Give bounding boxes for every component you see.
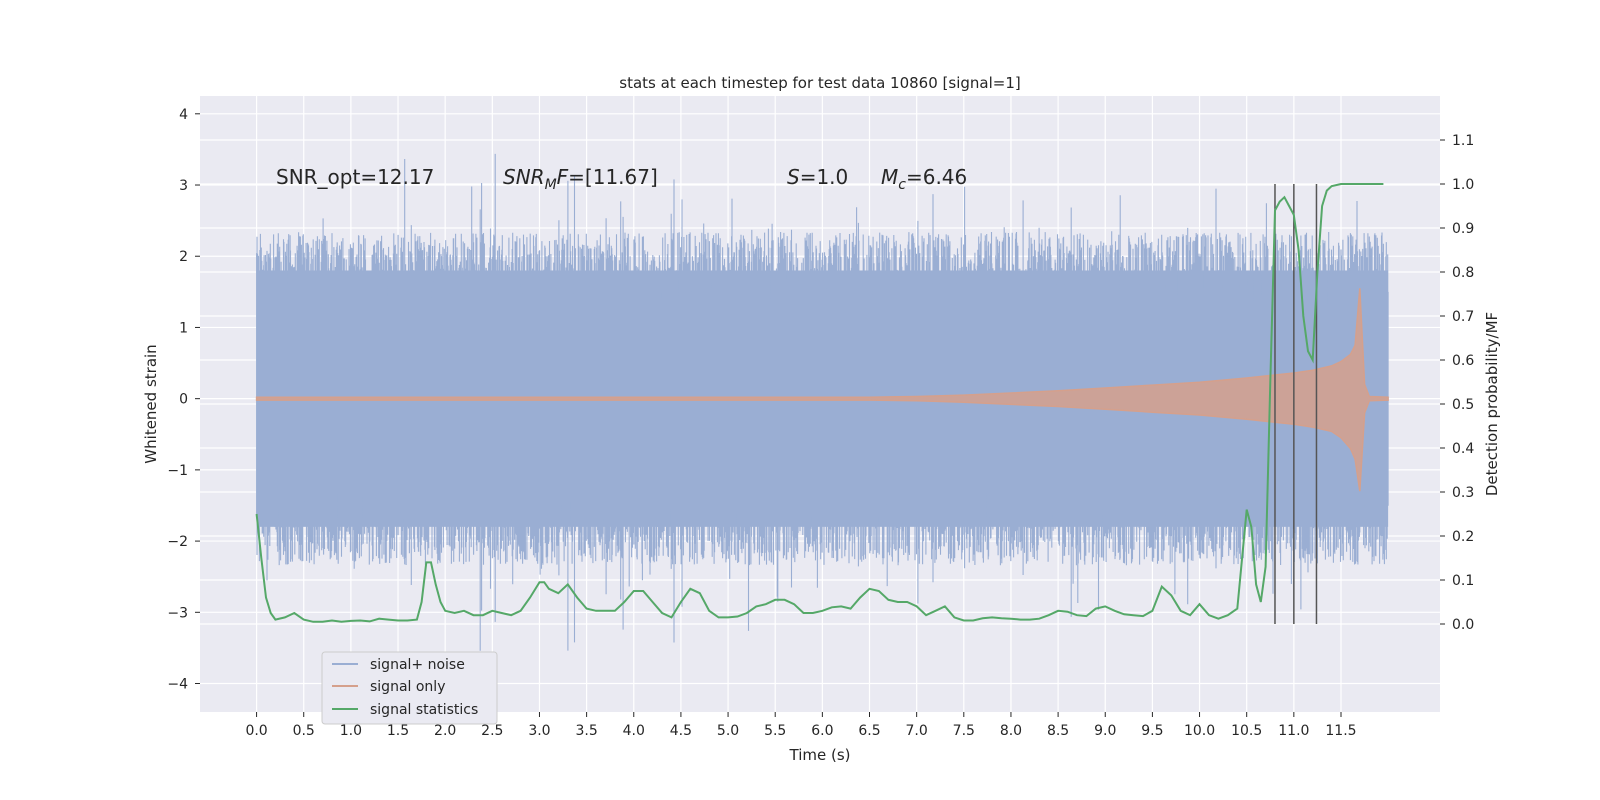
x-tick-label-16: 8.0 bbox=[1000, 723, 1022, 739]
legend-box bbox=[321, 651, 498, 725]
legend-label-stats: signal statistics bbox=[370, 702, 478, 718]
y-tick-label-2: −2 bbox=[167, 534, 188, 550]
x-axis: 0.0 0.5 1.0 1.5 2.0 2.5 3.0 3.5 4.0 4.5 5.0 5.5 6.0 6… bbox=[245, 712, 1357, 739]
x-tick-label-11: 5.5 bbox=[764, 723, 786, 739]
mc-subscript: c bbox=[898, 177, 906, 193]
x-tick-label-23: 11.5 bbox=[1325, 723, 1356, 739]
signal-series bbox=[255, 288, 1389, 492]
y-tick-label-5: 1 bbox=[179, 320, 188, 336]
y2-tick-label-1: 0.1 bbox=[1452, 573, 1474, 589]
x-tick-label-8: 4.0 bbox=[623, 723, 645, 739]
y2-tick-label-11: 1.1 bbox=[1452, 133, 1474, 149]
snr-mf-tail: F bbox=[557, 165, 569, 189]
y-tick-label-3: −1 bbox=[167, 463, 188, 479]
x-tick-label-7: 3.5 bbox=[575, 723, 597, 739]
y2-tick-label-7: 0.7 bbox=[1452, 309, 1474, 325]
chart-title: stats at each timestep for test data 108… bbox=[619, 74, 1020, 92]
x-tick-label-6: 3.0 bbox=[528, 723, 550, 739]
y2-tick-label-8: 0.8 bbox=[1452, 265, 1474, 281]
x-tick-label-9: 4.5 bbox=[670, 723, 692, 739]
y-tick-label-7: 3 bbox=[179, 178, 188, 194]
y-axis-left: −4 −3 −2 −1 0 1 2 3 4 bbox=[167, 107, 200, 693]
y-tick-label-4: 0 bbox=[179, 392, 188, 408]
legend-label-signal: signal only bbox=[370, 679, 445, 695]
legend: signal+ noise signal only signal statist… bbox=[321, 651, 498, 725]
y-axis-title: Whitened strain bbox=[142, 344, 160, 463]
mc-value: =6.46 bbox=[906, 165, 967, 189]
mc-symbol: M bbox=[881, 165, 898, 189]
snr-mf-symbol: SNR bbox=[503, 165, 545, 189]
y2-tick-label-0: 0.0 bbox=[1452, 617, 1474, 633]
x-tick-label-13: 6.5 bbox=[858, 723, 880, 739]
x-tick-label-5: 2.5 bbox=[481, 723, 503, 739]
y2-tick-label-5: 0.5 bbox=[1452, 397, 1474, 413]
x-tick-label-22: 11.0 bbox=[1278, 723, 1309, 739]
x-tick-label-2: 1.0 bbox=[340, 723, 362, 739]
annotations: SNR_opt=12.17 SNRMF=[11.67] S=1.0 Mc=6.4… bbox=[276, 165, 967, 193]
x-tick-label-4: 2.0 bbox=[434, 723, 456, 739]
y-tick-label-0: −4 bbox=[167, 677, 188, 693]
y-tick-label-6: 2 bbox=[179, 249, 188, 265]
x-tick-label-17: 8.5 bbox=[1047, 723, 1069, 739]
x-tick-label-19: 9.5 bbox=[1141, 723, 1163, 739]
y2-tick-label-4: 0.4 bbox=[1452, 441, 1474, 457]
x-tick-label-10: 5.0 bbox=[717, 723, 739, 739]
signal-envelope bbox=[255, 288, 1389, 492]
x-tick-label-3: 1.5 bbox=[387, 723, 409, 739]
x-tick-label-1: 0.5 bbox=[293, 723, 315, 739]
snr-mf-value: =[11.67] bbox=[568, 165, 658, 189]
annotation-s: S=1.0 bbox=[787, 165, 848, 189]
stats-line bbox=[255, 183, 1384, 623]
y-tick-label-8: 4 bbox=[179, 107, 188, 123]
snr-mf-subscript: M bbox=[545, 177, 557, 193]
s-symbol: S bbox=[787, 165, 800, 189]
y2-tick-label-6: 0.6 bbox=[1452, 353, 1474, 369]
y2-tick-label-10: 1.0 bbox=[1452, 177, 1474, 193]
x-tick-label-14: 7.0 bbox=[906, 723, 928, 739]
legend-label-noise: signal+ noise bbox=[370, 657, 465, 673]
x-tick-label-12: 6.0 bbox=[811, 723, 833, 739]
y-axis-right: 0.0 0.1 0.2 0.3 0.4 0.5 0.6 0.7 0.8 0.9 1.0 1.1 bbox=[1440, 133, 1474, 633]
annotation-snr-mf: SNRMF=[11.67] bbox=[503, 165, 658, 193]
x-tick-label-18: 9.0 bbox=[1094, 723, 1116, 739]
x-tick-label-0: 0.0 bbox=[245, 723, 267, 739]
s-value: =1.0 bbox=[800, 165, 849, 189]
x-axis-title: Time (s) bbox=[789, 746, 851, 764]
stats-series bbox=[255, 183, 1384, 623]
y2-axis-title: Detection probability/MF bbox=[1483, 312, 1501, 496]
x-tick-label-15: 7.5 bbox=[953, 723, 975, 739]
y2-tick-label-3: 0.3 bbox=[1452, 485, 1474, 501]
x-tick-label-20: 10.0 bbox=[1184, 723, 1215, 739]
vertical-markers bbox=[1274, 184, 1318, 624]
annotation-snr-opt: SNR_opt=12.17 bbox=[276, 165, 434, 189]
y2-tick-label-9: 0.9 bbox=[1452, 221, 1474, 237]
annotation-mc: Mc=6.46 bbox=[881, 165, 967, 193]
y2-tick-label-2: 0.2 bbox=[1452, 529, 1474, 545]
y-tick-label-1: −3 bbox=[167, 605, 188, 621]
x-tick-label-21: 10.5 bbox=[1231, 723, 1262, 739]
